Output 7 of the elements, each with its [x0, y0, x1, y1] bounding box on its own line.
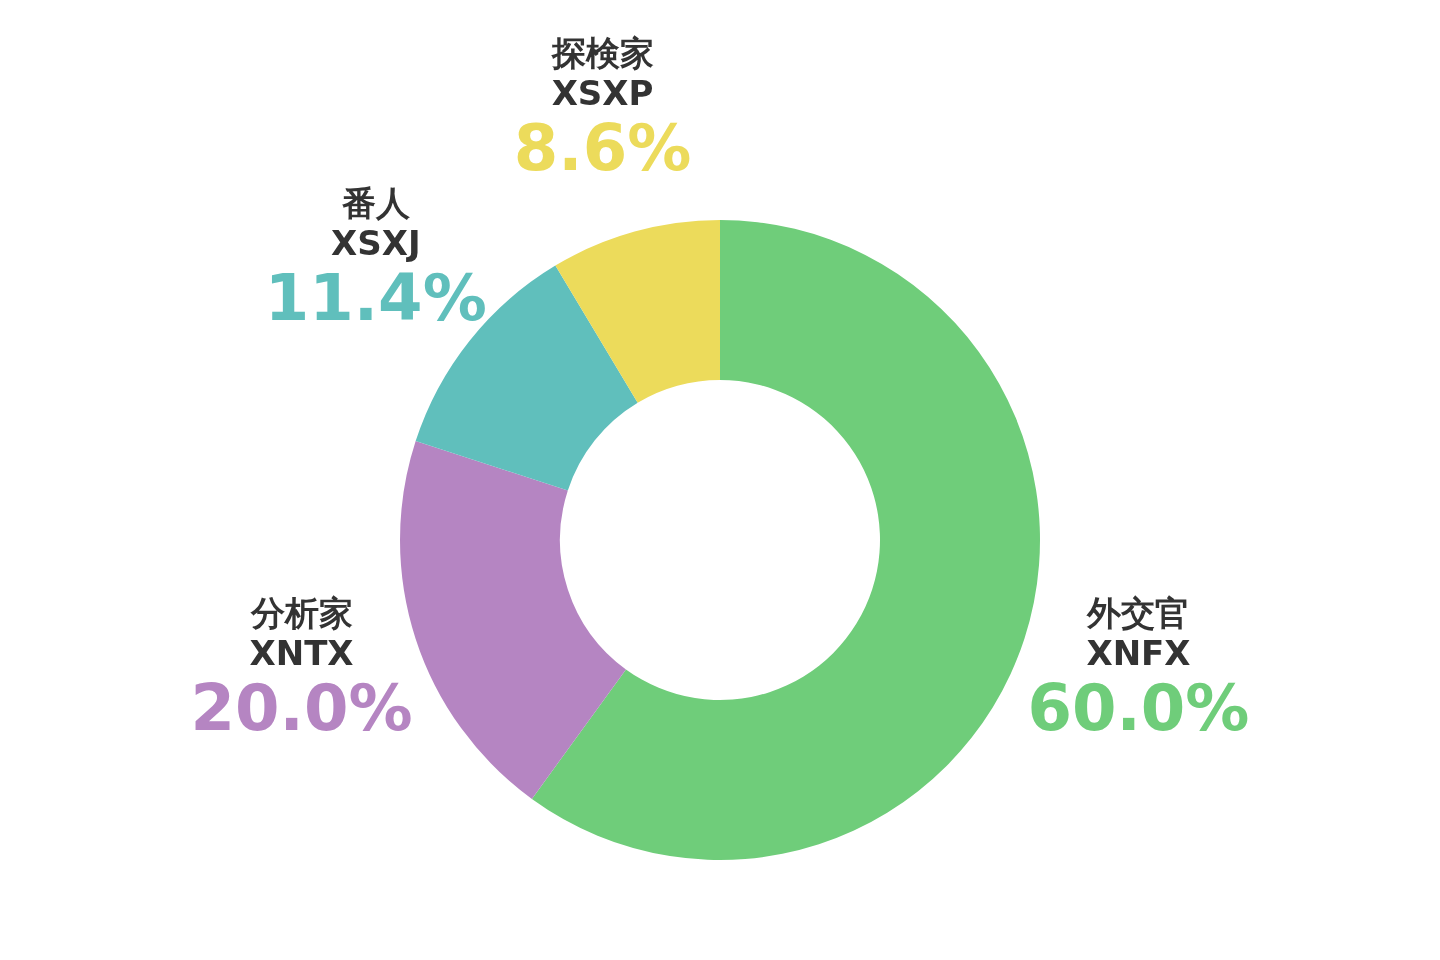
slice-label: 番人 XSXJ	[330, 182, 421, 263]
slice-label: 外交官 XNFX	[1086, 592, 1191, 673]
data-label: 60.0%	[1027, 670, 1250, 745]
data-label: 8.6%	[513, 110, 692, 185]
data-label: 20.0%	[190, 670, 413, 745]
slice-label: 探検家 XSXP	[550, 32, 654, 113]
slice-label: 分析家 XNTX	[249, 592, 354, 673]
